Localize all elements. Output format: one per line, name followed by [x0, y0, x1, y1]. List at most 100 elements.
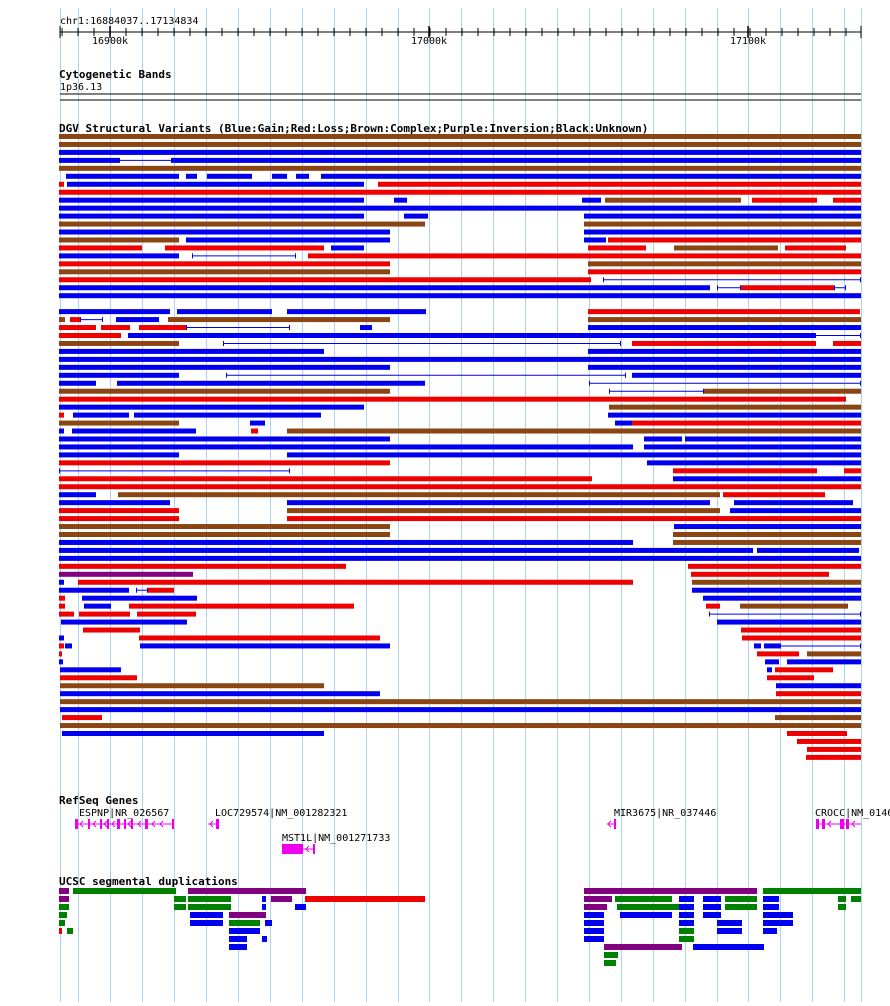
- dgv-variant-bar[interactable]: [588, 309, 860, 315]
- segdup-feature[interactable]: [59, 904, 69, 910]
- dgv-variant-bar[interactable]: [833, 340, 861, 346]
- dgv-variant-bar[interactable]: [59, 348, 324, 354]
- dgv-variant-bar[interactable]: [704, 388, 861, 394]
- segdup-track-title[interactable]: UCSC segmental duplications: [59, 875, 238, 888]
- dgv-variant-bar[interactable]: [59, 436, 390, 442]
- segdup-feature[interactable]: [604, 952, 618, 958]
- segdup-feature[interactable]: [703, 904, 721, 910]
- gene-loc729574-exon[interactable]: [216, 819, 219, 829]
- dgv-variant-bar[interactable]: [128, 333, 815, 338]
- dgv-variant-bar[interactable]: [673, 468, 817, 474]
- dgv-variant-bar[interactable]: [250, 420, 265, 426]
- segdup-feature[interactable]: [584, 904, 607, 910]
- gene-espnp-exon[interactable]: [75, 819, 78, 829]
- dgv-variant-bar[interactable]: [767, 675, 814, 681]
- dgv-variant-bar[interactable]: [59, 579, 64, 585]
- dgv-variant-bar[interactable]: [632, 420, 861, 426]
- dgv-variant-bar[interactable]: [59, 476, 592, 482]
- dgv-variant-bar[interactable]: [59, 412, 64, 418]
- dgv-variant-bar[interactable]: [767, 667, 772, 673]
- dgv-variant-bar[interactable]: [83, 627, 140, 633]
- segdup-feature[interactable]: [584, 888, 757, 894]
- dgv-variant-bar[interactable]: [65, 643, 72, 649]
- dgv-variant-bar[interactable]: [757, 547, 859, 553]
- dgv-variant-bar[interactable]: [644, 444, 861, 450]
- dgv-variant-bar[interactable]: [59, 587, 129, 593]
- segdup-feature[interactable]: [265, 920, 272, 926]
- dgv-variant-bar[interactable]: [404, 213, 428, 219]
- dgv-variant-bar[interactable]: [137, 611, 196, 617]
- segdup-feature[interactable]: [229, 944, 247, 950]
- dgv-variant-bar[interactable]: [59, 261, 390, 267]
- dgv-variant-bar[interactable]: [59, 595, 65, 601]
- segdup-feature[interactable]: [229, 928, 260, 934]
- dgv-variant-bar[interactable]: [251, 428, 258, 434]
- dgv-variant-bar[interactable]: [59, 532, 390, 537]
- dgv-variant-bar[interactable]: [139, 635, 380, 641]
- dgv-variant-bar[interactable]: [129, 603, 354, 609]
- dgv-variant-bar[interactable]: [59, 325, 96, 331]
- gene-espnp-exon[interactable]: [172, 819, 174, 829]
- dgv-variant-bar[interactable]: [148, 587, 174, 593]
- dgv-variant-bar[interactable]: [60, 699, 861, 705]
- dgv-variant-bar[interactable]: [378, 181, 861, 187]
- dgv-variant-bar[interactable]: [787, 731, 847, 736]
- segdup-feature[interactable]: [838, 896, 846, 902]
- segdup-feature[interactable]: [679, 920, 694, 926]
- gene-espnp-exon[interactable]: [88, 819, 90, 829]
- segdup-feature[interactable]: [584, 936, 604, 942]
- dgv-variant-bar[interactable]: [59, 547, 753, 553]
- dgv-variant-bar[interactable]: [116, 317, 159, 323]
- dgv-variant-bar[interactable]: [59, 635, 64, 641]
- gene-crocc-exon[interactable]: [816, 819, 819, 829]
- segdup-feature[interactable]: [703, 912, 721, 918]
- segdup-feature[interactable]: [725, 896, 757, 902]
- gene-espnp-exon[interactable]: [131, 819, 133, 829]
- segdup-feature[interactable]: [584, 928, 604, 934]
- cytoband-track-title[interactable]: Cytogenetic Bands: [59, 68, 172, 81]
- segdup-feature[interactable]: [617, 904, 683, 910]
- segdup-feature[interactable]: [838, 904, 846, 910]
- dgv-track-title[interactable]: DGV Structural Variants (Blue:Gain;Red:L…: [59, 122, 648, 135]
- dgv-variant-bar[interactable]: [608, 237, 861, 243]
- dgv-variant-bar[interactable]: [59, 659, 63, 665]
- dgv-variant-bar[interactable]: [118, 492, 720, 498]
- dgv-variant-bar[interactable]: [84, 603, 111, 609]
- segdup-feature[interactable]: [679, 904, 694, 910]
- dgv-variant-bar[interactable]: [632, 372, 861, 378]
- dgv-variant-bar[interactable]: [807, 651, 861, 657]
- segdup-feature[interactable]: [174, 904, 186, 910]
- dgv-variant-bar[interactable]: [60, 723, 861, 729]
- dgv-variant-bar[interactable]: [59, 213, 364, 219]
- dgv-variant-bar[interactable]: [59, 404, 364, 410]
- dgv-variant-bar[interactable]: [644, 436, 682, 442]
- segdup-feature[interactable]: [693, 944, 764, 950]
- dgv-variant-bar[interactable]: [60, 683, 324, 689]
- segdup-feature[interactable]: [679, 928, 694, 934]
- dgv-variant-bar[interactable]: [776, 691, 861, 697]
- dgv-variant-bar[interactable]: [134, 412, 321, 418]
- dgv-variant-bar[interactable]: [59, 237, 179, 243]
- gene-mir3675-exon[interactable]: [614, 819, 616, 829]
- dgv-variant-bar[interactable]: [59, 380, 96, 386]
- dgv-variant-bar[interactable]: [588, 317, 861, 323]
- segdup-feature[interactable]: [262, 936, 267, 942]
- dgv-variant-bar[interactable]: [742, 635, 861, 641]
- gene-label-mir3675[interactable]: MIR3675|NR_037446: [614, 808, 716, 819]
- segdup-feature[interactable]: [229, 936, 247, 942]
- dgv-variant-bar[interactable]: [165, 245, 324, 251]
- segdup-feature[interactable]: [305, 896, 425, 902]
- gene-label-crocc[interactable]: CROCC|NM_0146: [815, 808, 890, 819]
- dgv-variant-bar[interactable]: [177, 309, 272, 315]
- segdup-feature[interactable]: [763, 928, 777, 934]
- dgv-variant-bar[interactable]: [59, 189, 861, 195]
- dgv-variant-bar[interactable]: [785, 245, 846, 251]
- dgv-variant-bar[interactable]: [59, 420, 179, 426]
- dgv-variant-bar[interactable]: [752, 197, 817, 203]
- segdup-feature[interactable]: [584, 896, 612, 902]
- segdup-feature[interactable]: [679, 936, 694, 942]
- dgv-variant-bar[interactable]: [172, 157, 861, 163]
- dgv-variant-bar[interactable]: [609, 404, 861, 410]
- segdup-features[interactable]: [59, 888, 861, 966]
- dgv-variant-bar[interactable]: [673, 539, 861, 545]
